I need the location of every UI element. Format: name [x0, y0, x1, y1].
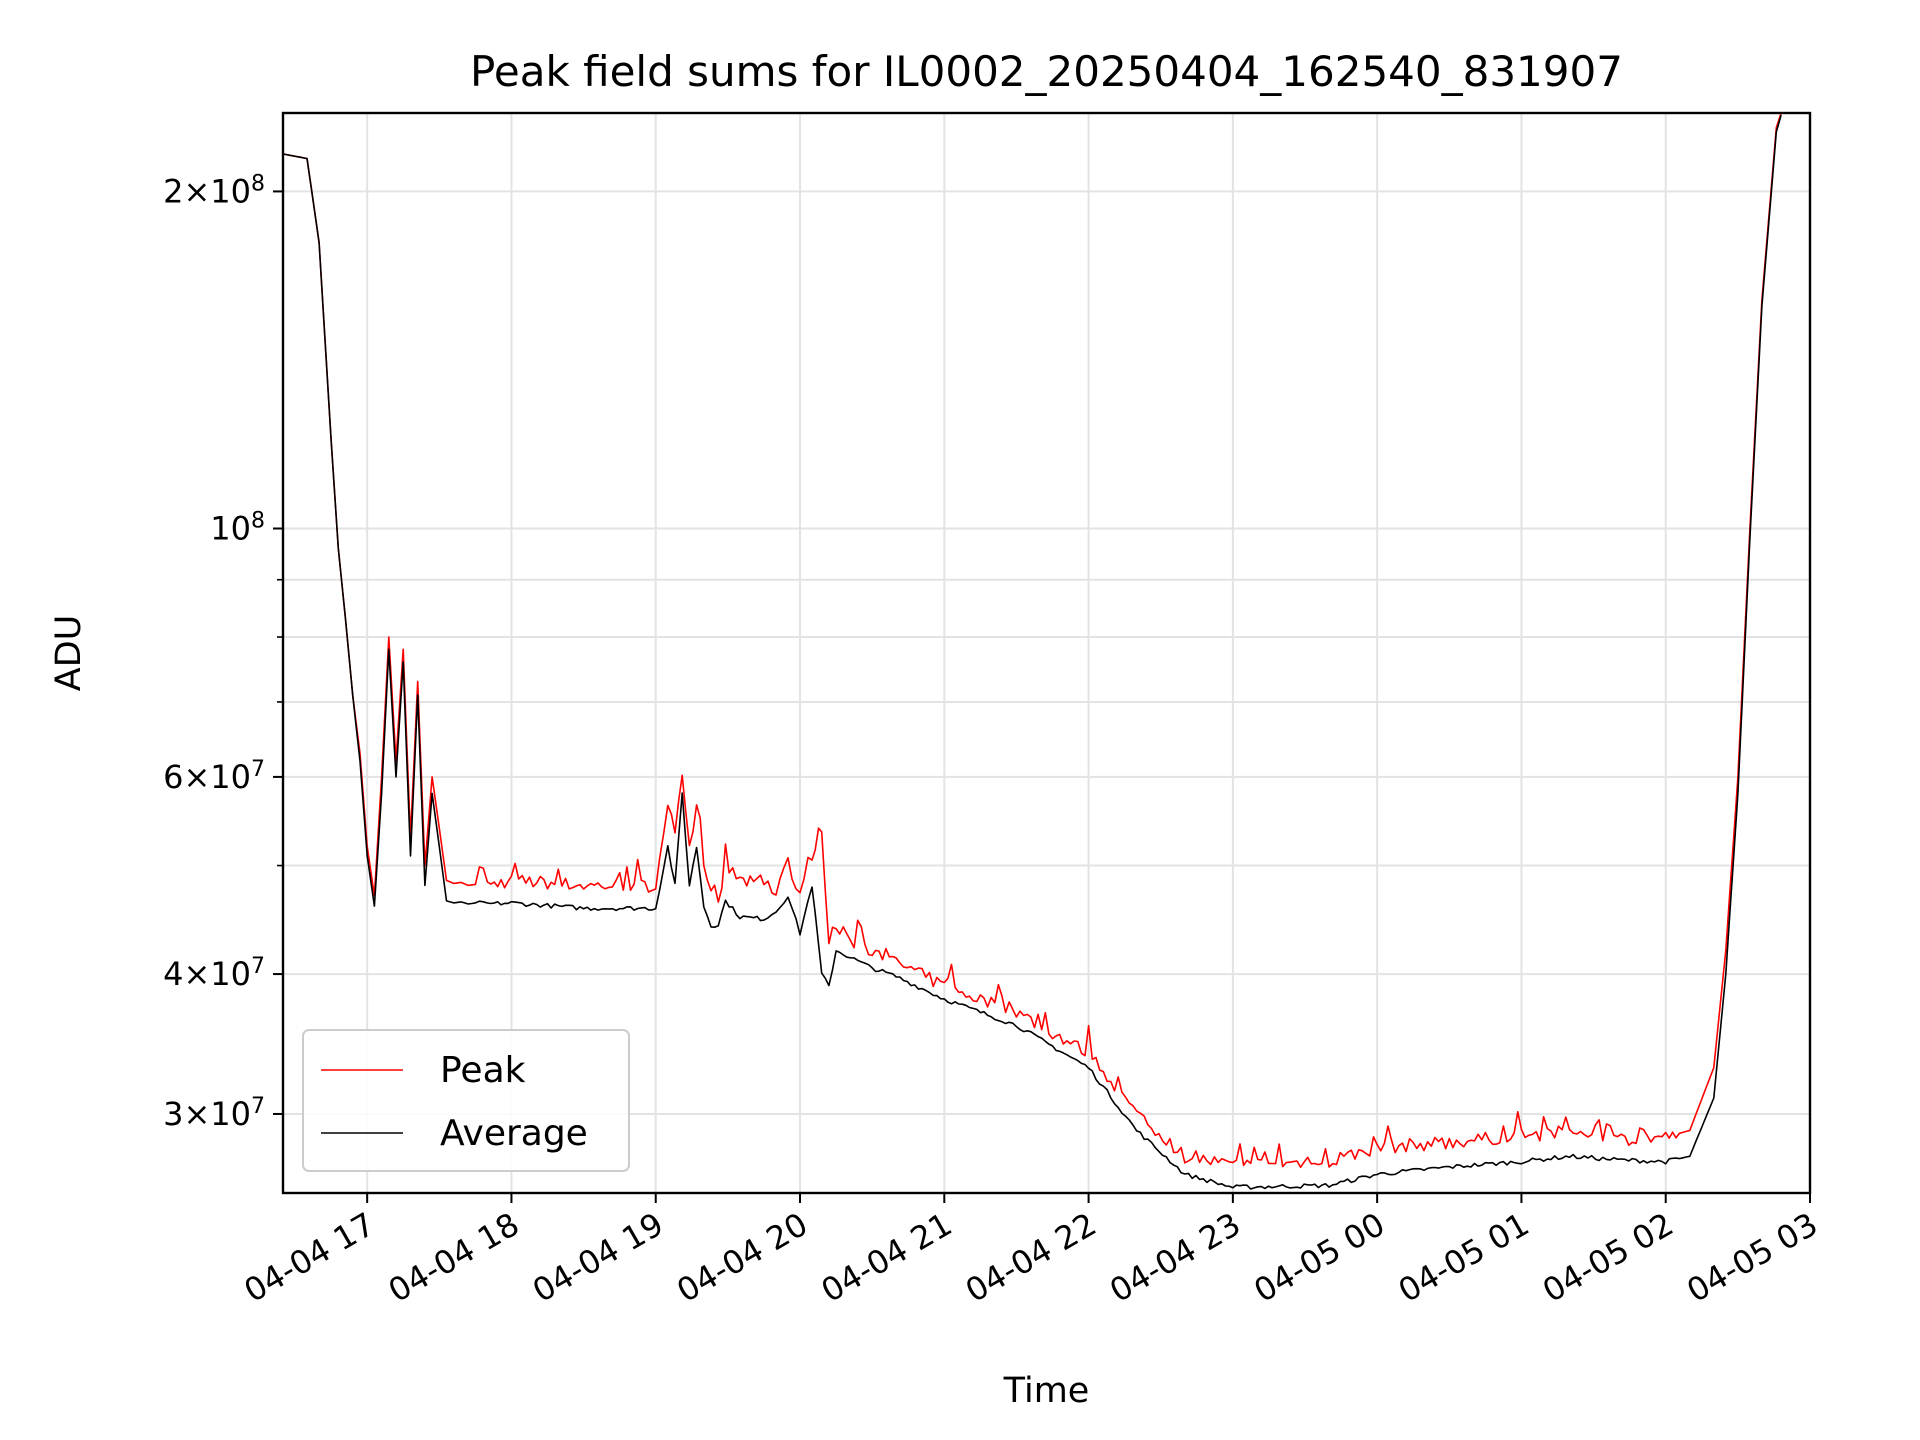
- x-tick-label: 04-05 03: [1680, 1205, 1824, 1310]
- legend-label-average: Average: [440, 1113, 588, 1154]
- y-tick-label: 3×107: [163, 1093, 265, 1133]
- series-line-average: [283, 114, 1782, 1190]
- x-tick-label: 04-04 17: [238, 1205, 382, 1310]
- axes: [281, 111, 1812, 1195]
- x-tick-label: 04-05 02: [1536, 1205, 1680, 1310]
- x-tick-label: 04-05 00: [1248, 1205, 1392, 1310]
- y-tick-label: 108: [210, 508, 265, 548]
- y-tick-label: 4×107: [163, 954, 265, 994]
- y-tick-label: 6×107: [163, 756, 265, 796]
- x-tick-label: 04-04 18: [382, 1205, 526, 1310]
- x-tick-label: 04-04 21: [815, 1205, 959, 1310]
- legend-label-peak: Peak: [440, 1050, 526, 1091]
- x-tick-label: 04-04 23: [1103, 1205, 1247, 1310]
- y-tick-label: 2×108: [163, 171, 265, 211]
- x-tick-label: 04-04 22: [959, 1205, 1103, 1310]
- series-lines: [283, 113, 1782, 1190]
- legend-box: [302, 1029, 630, 1172]
- x-tick-label: 04-05 01: [1392, 1205, 1536, 1310]
- y-axis-title: ADU: [49, 615, 89, 692]
- x-axis-title: Time: [1003, 1371, 1090, 1411]
- x-tick-label: 04-04 19: [526, 1205, 670, 1310]
- x-tick-label: 04-04 20: [670, 1205, 814, 1310]
- series-line-peak: [283, 113, 1782, 1168]
- chart-title: Peak field sums for IL0002_20250404_1625…: [470, 47, 1623, 96]
- legend: Peak Average: [302, 1029, 630, 1172]
- plot-frame: [281, 111, 1812, 1195]
